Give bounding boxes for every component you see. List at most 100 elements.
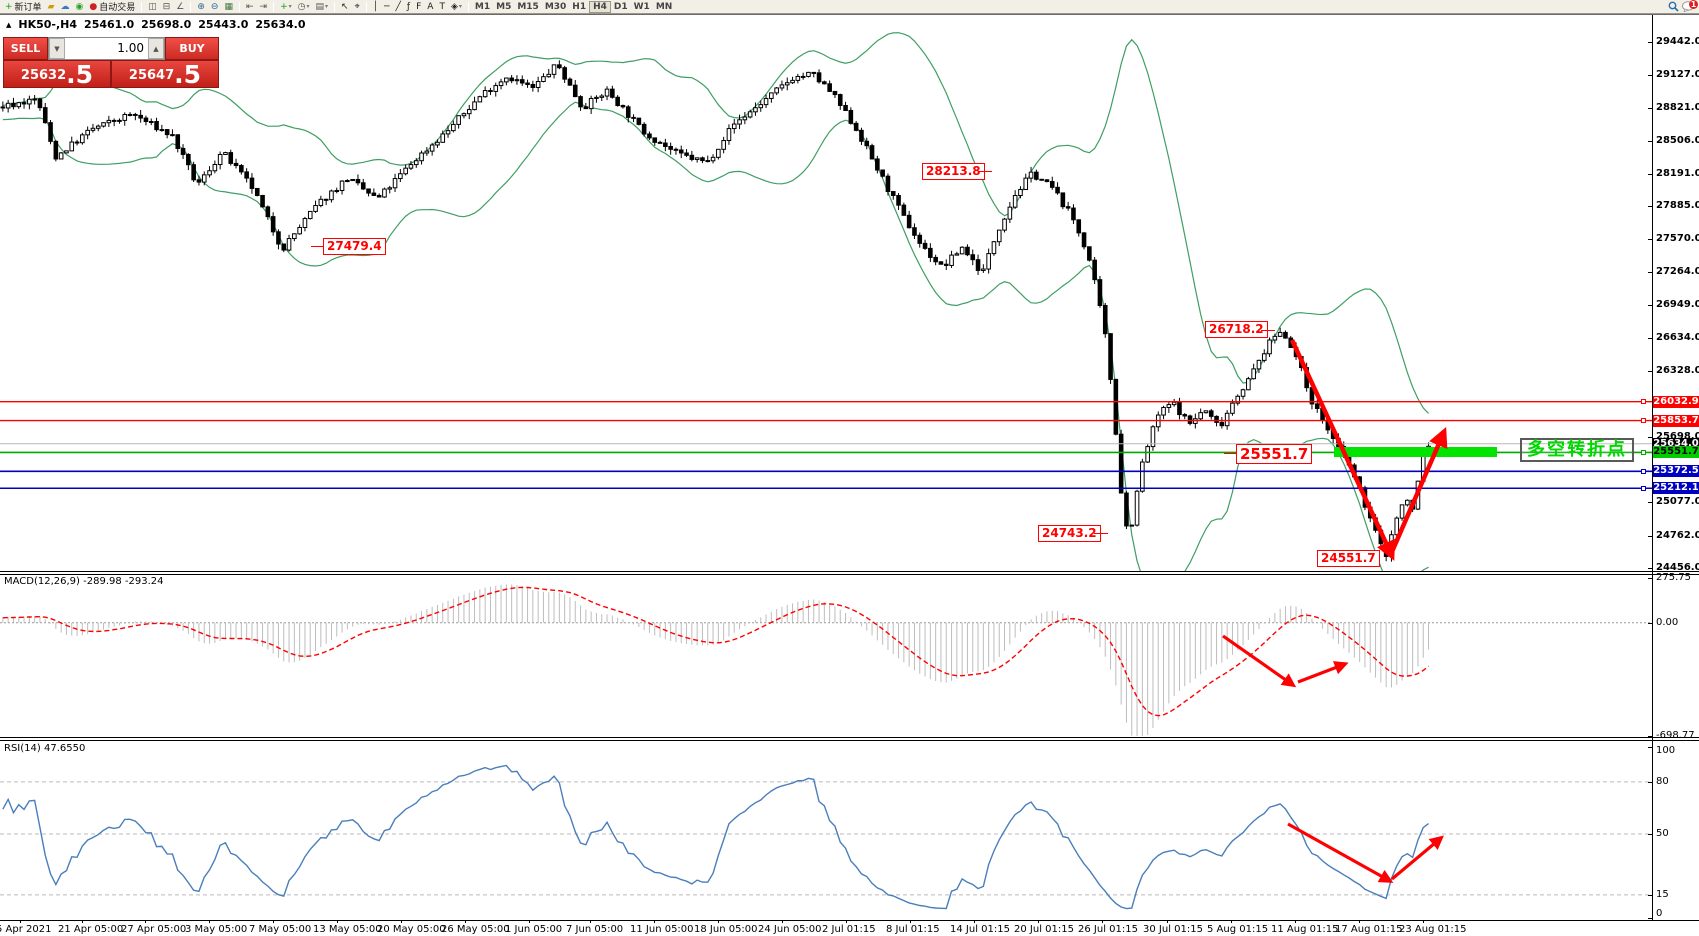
swing-label-25551.7[interactable]: 25551.7 — [1236, 444, 1313, 464]
swing-label-24743.2[interactable]: 24743.2 — [1038, 525, 1101, 542]
level-line-handle[interactable] — [1641, 469, 1646, 474]
time-label[interactable]: 18 Jun 05:00 — [694, 924, 758, 935]
note-box[interactable]: 多空转折点 — [1520, 438, 1634, 462]
time-label[interactable]: 1 Jun 05:00 — [505, 924, 563, 935]
timeframe-h4[interactable]: H4 — [589, 0, 611, 13]
time-label[interactable]: 26 Jul 01:15 — [1078, 924, 1138, 935]
shift-left-button[interactable]: ⇤ — [244, 1, 256, 13]
vline-button[interactable]: │ — [371, 1, 380, 13]
time-tick — [782, 920, 783, 923]
macd-arrow[interactable] — [1297, 661, 1349, 684]
toolbar-separator — [273, 1, 275, 12]
cloud-button[interactable]: ☁ — [58, 1, 71, 13]
toolbar-separator — [141, 1, 143, 12]
text-button[interactable]: A — [425, 1, 435, 13]
template-button[interactable]: ▤ ▾ — [314, 1, 331, 13]
time-label[interactable]: 20 May 05:00 — [377, 924, 446, 935]
level-line-handle[interactable] — [1641, 450, 1646, 455]
chat-icon[interactable]: 1 — [1682, 0, 1698, 13]
timeframe-m15[interactable]: M15 — [517, 1, 539, 12]
time-label[interactable]: 20 Jul 01:15 — [1014, 924, 1074, 935]
angle-button[interactable]: ∠ — [174, 1, 186, 13]
volume-decrease-button[interactable]: ▼ — [49, 38, 65, 59]
text-label-button[interactable]: T — [437, 1, 447, 13]
time-label[interactable]: 30 Jul 01:15 — [1143, 924, 1203, 935]
hline-button[interactable]: ─ — [382, 1, 391, 13]
time-label[interactable]: 2 Jul 01:15 — [822, 924, 876, 935]
macd-canvas[interactable] — [0, 574, 1652, 737]
level-line-handle[interactable] — [1641, 418, 1646, 423]
crosshair-button[interactable]: ⌖ — [353, 1, 362, 13]
timeframe-h1[interactable]: H1 — [572, 1, 587, 12]
rsi-arrow[interactable] — [1390, 835, 1444, 881]
volume-increase-button[interactable]: ▲ — [148, 38, 164, 59]
time-label[interactable]: 24 Jun 05:00 — [758, 924, 822, 935]
macd-panel-bottom-border[interactable] — [0, 737, 1699, 738]
new-order-button[interactable]: + 新订单 — [3, 1, 44, 14]
level-line-handle[interactable] — [1641, 399, 1646, 404]
time-label[interactable]: 27 Apr 05:00 — [121, 924, 187, 935]
macd-panel-top-border[interactable] — [0, 574, 1699, 575]
period-button[interactable]: ◷ ▾ — [296, 1, 312, 13]
cursor-button[interactable]: ↖ — [339, 1, 351, 13]
rsi-panel-top-border[interactable] — [0, 740, 1699, 741]
time-label[interactable]: 8 Jul 01:15 — [886, 924, 940, 935]
time-label[interactable]: 5 Apr 2021 — [0, 924, 52, 935]
main-panel-bottom-border[interactable] — [0, 571, 1699, 572]
time-label[interactable]: 23 Aug 01:15 — [1399, 924, 1467, 935]
timeframe-m1[interactable]: M1 — [474, 1, 491, 12]
buy-button[interactable]: BUY — [165, 37, 219, 60]
time-label[interactable]: 14 Jul 01:15 — [950, 924, 1010, 935]
window-v-button[interactable]: ◫ — [146, 1, 159, 13]
sell-button[interactable]: SELL — [3, 37, 48, 60]
time-label[interactable]: 11 Jun 05:00 — [630, 924, 694, 935]
buy-price[interactable]: 25647 .5 — [111, 60, 219, 88]
signal-button[interactable]: ◉ — [73, 1, 85, 13]
trend-arrow[interactable] — [1388, 427, 1448, 555]
timeframe-d1[interactable]: D1 — [613, 1, 628, 12]
volume-input[interactable]: 1.00 — [117, 41, 144, 55]
sell-price[interactable]: 25632 .5 — [3, 60, 111, 88]
time-label[interactable]: 3 May 05:00 — [185, 924, 248, 935]
gold-button[interactable]: ▰ — [46, 1, 57, 13]
fibo-expansion-button[interactable]: F — [414, 1, 423, 13]
timeframe-w1[interactable]: W1 — [633, 1, 650, 12]
time-label[interactable]: 7 Jun 05:00 — [566, 924, 624, 935]
window-h-button[interactable]: ⊟ — [161, 1, 173, 13]
tile-button[interactable]: ▦ — [222, 1, 235, 13]
dropdown-arrow-icon: ▾ — [458, 3, 462, 10]
timeframe-m30[interactable]: M30 — [544, 1, 567, 12]
trendline-button[interactable]: ╱ — [394, 1, 403, 13]
main-chart-canvas[interactable] — [0, 15, 1652, 571]
time-label[interactable]: 21 Apr 05:00 — [58, 924, 124, 935]
shift-right-button[interactable]: ⇥ — [258, 1, 270, 13]
macd-arrow[interactable] — [1222, 634, 1297, 688]
swing-label-26718.2[interactable]: 26718.2 — [1205, 321, 1268, 338]
zoom-in-button[interactable]: ⊕ — [195, 1, 207, 13]
toolbar-separator — [365, 1, 367, 12]
level-line-handle[interactable] — [1641, 486, 1646, 491]
time-label[interactable]: 17 Aug 01:15 — [1335, 924, 1403, 935]
timeframe-mn[interactable]: MN — [655, 1, 673, 12]
price-axis-line[interactable] — [1652, 15, 1653, 920]
time-label[interactable]: 26 May 05:00 — [441, 924, 510, 935]
trend-arrow[interactable] — [1289, 339, 1395, 561]
timeframe-m5[interactable]: M5 — [496, 1, 512, 12]
swing-label-27479.4[interactable]: 27479.4 — [323, 238, 386, 255]
rsi-arrow[interactable] — [1287, 822, 1394, 883]
rsi-canvas[interactable] — [0, 740, 1652, 920]
highlight-band[interactable] — [1334, 447, 1497, 457]
autotrade-button[interactable]: ● 自动交易 — [87, 1, 137, 14]
time-label[interactable]: 13 May 05:00 — [313, 924, 382, 935]
time-label[interactable]: 5 Aug 01:15 — [1207, 924, 1269, 935]
zoom-out-button[interactable]: ⊖ — [209, 1, 221, 13]
add-indicator-button[interactable]: + ▾ — [278, 1, 294, 13]
shapes-button[interactable]: ◈ ▾ — [449, 1, 464, 13]
time-label[interactable]: 11 Aug 01:15 — [1271, 924, 1339, 935]
fibo-button[interactable]: ƒ — [405, 1, 412, 13]
time-tick — [1038, 920, 1039, 923]
swing-label-24551.7[interactable]: 24551.7 — [1317, 550, 1380, 567]
time-label[interactable]: 7 May 05:00 — [249, 924, 312, 935]
search-icon[interactable] — [1668, 1, 1679, 12]
swing-label-28213.8[interactable]: 28213.8 — [922, 163, 985, 180]
